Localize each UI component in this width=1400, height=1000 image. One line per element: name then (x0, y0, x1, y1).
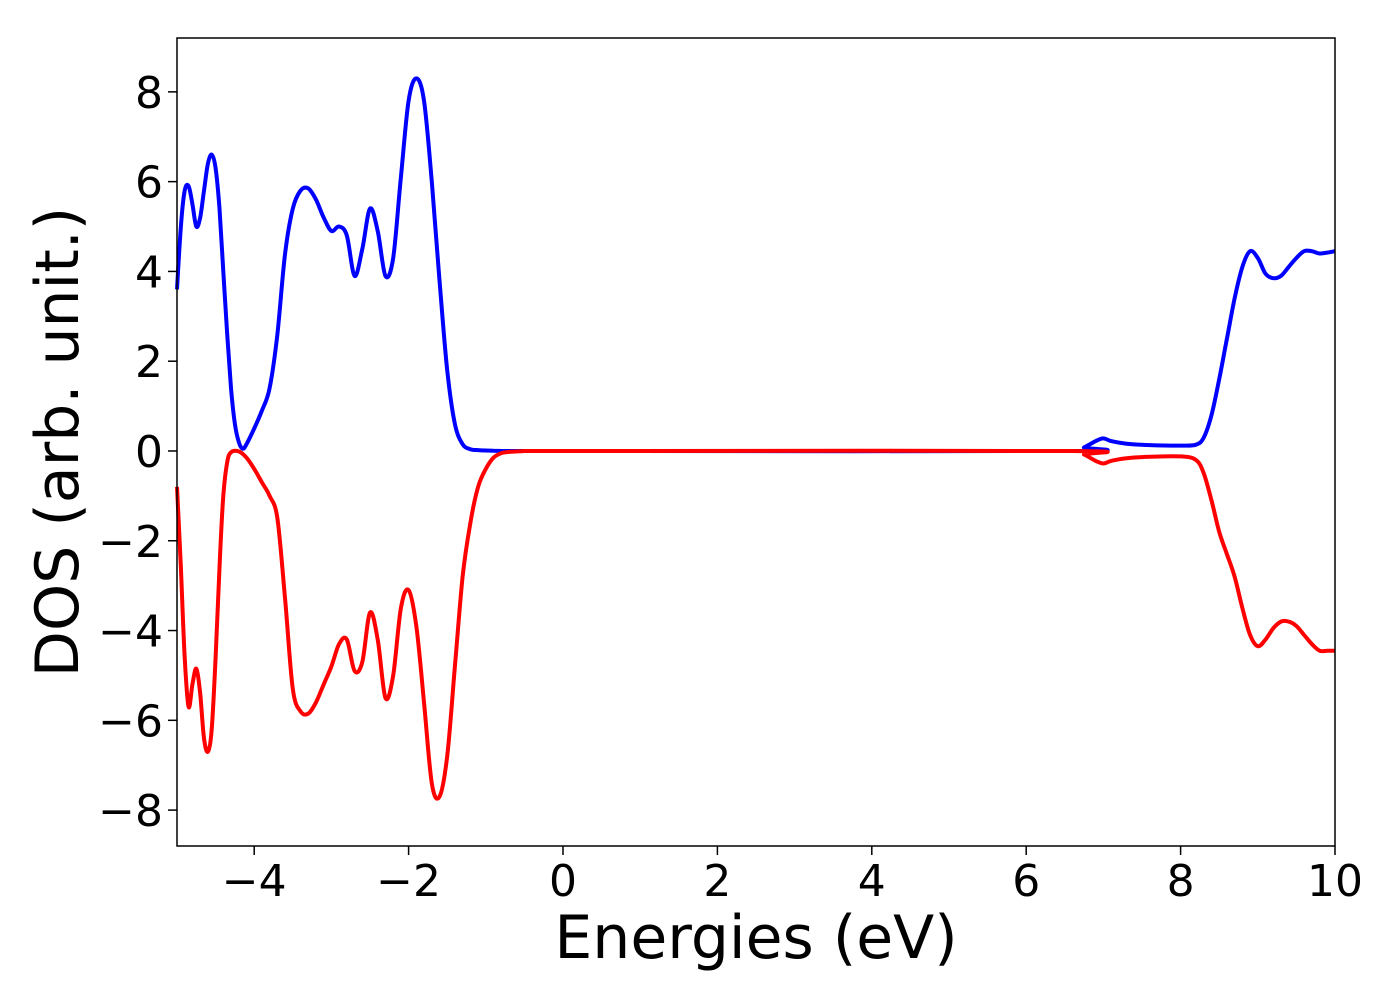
x-tick-label: 8 (1167, 856, 1195, 907)
y-tick-label: −4 (98, 607, 163, 658)
y-axis-ticks: −8 −6 −4 −2 0 2 4 6 8 (98, 68, 177, 837)
y-tick-label: −2 (98, 517, 163, 568)
x-tick-label: 4 (858, 856, 886, 907)
y-tick-label: 6 (135, 158, 163, 209)
x-axis-label: Energies (eV) (554, 903, 957, 973)
y-axis-label: DOS (arb. unit.) (23, 207, 93, 677)
y-tick-label: −8 (98, 786, 163, 837)
y-tick-label: −6 (98, 696, 163, 747)
y-tick-label: 2 (135, 337, 163, 388)
x-axis-ticks: −4 −2 0 2 4 6 8 10 (222, 846, 1363, 907)
x-tick-label: 0 (549, 856, 577, 907)
series-line-down (175, 448, 1335, 801)
x-tick-label: −2 (376, 856, 441, 907)
series-line-up (175, 76, 1336, 454)
series-layer (175, 76, 1336, 801)
plot-frame (176, 37, 1336, 847)
x-tick-label: −4 (222, 856, 287, 907)
y-tick-label: 0 (135, 427, 163, 478)
y-tick-label: 8 (135, 68, 163, 119)
y-tick-label: 4 (135, 247, 163, 298)
x-tick-label: 10 (1307, 856, 1363, 907)
x-tick-label: 2 (703, 856, 731, 907)
x-tick-label: 6 (1012, 856, 1040, 907)
